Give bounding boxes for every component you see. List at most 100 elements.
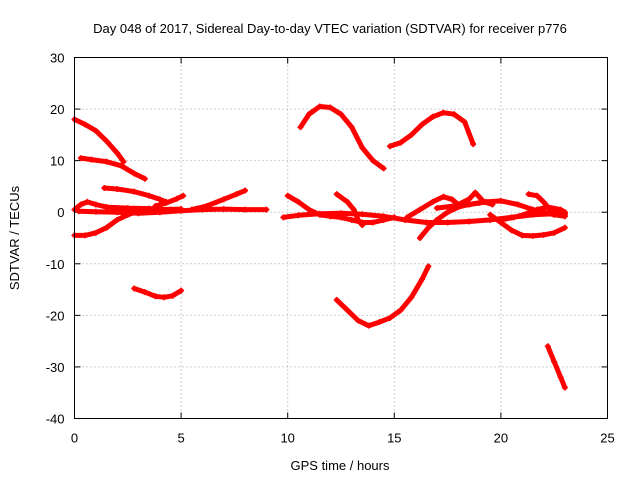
series-line: [298, 104, 387, 171]
data-point: [365, 322, 372, 329]
series-arc-14: [333, 191, 366, 229]
series-layer: [71, 103, 568, 391]
data-point: [242, 206, 249, 213]
data-point: [233, 191, 240, 198]
series-line: [78, 155, 148, 182]
data-point: [163, 199, 170, 206]
series-arc-7: [152, 192, 187, 210]
data-point: [534, 206, 541, 213]
data-point: [440, 109, 447, 116]
series-arc-2: [77, 155, 148, 182]
data-point: [124, 205, 131, 212]
y-tick-label: -10: [46, 257, 65, 272]
data-point: [497, 216, 504, 223]
data-point: [397, 307, 404, 314]
data-point: [114, 186, 121, 193]
data-point: [333, 296, 340, 303]
data-point: [433, 216, 440, 223]
series-arc-18: [433, 197, 568, 220]
data-point: [297, 124, 304, 131]
y-tick-label: 20: [50, 102, 64, 117]
data-point: [380, 213, 387, 220]
data-point: [387, 314, 394, 321]
data-point: [359, 222, 366, 229]
series-line: [404, 190, 495, 220]
data-point: [131, 170, 138, 177]
data-point: [169, 292, 176, 299]
data-point: [369, 219, 376, 226]
data-point: [472, 189, 479, 196]
data-point: [131, 188, 138, 195]
data-point: [114, 149, 121, 156]
data-point: [544, 343, 551, 350]
data-point: [161, 294, 168, 301]
data-point: [141, 289, 148, 296]
data-point: [295, 198, 302, 205]
data-point: [295, 212, 302, 219]
data-point: [416, 235, 423, 241]
axis-ticks: 0 5 10 15 20 25 -40 -30 -20 -10 0 10 20 30: [46, 51, 615, 446]
x-tick-label: 20: [494, 431, 508, 446]
data-point: [280, 214, 287, 221]
data-point: [497, 197, 504, 204]
data-point: [487, 216, 494, 223]
data-point: [306, 206, 313, 213]
y-tick-label: -40: [46, 412, 65, 427]
data-point: [263, 206, 270, 213]
data-point: [350, 206, 357, 213]
data-point: [369, 157, 376, 164]
data-point: [103, 158, 110, 165]
data-point: [348, 216, 355, 223]
data-point: [429, 113, 436, 120]
series-arc-17: [404, 189, 496, 221]
data-point: [461, 118, 468, 125]
data-point: [82, 232, 89, 239]
series-line: [153, 193, 186, 209]
series-arc-8: [188, 187, 249, 213]
x-tick-label: 10: [280, 431, 294, 446]
data-point: [561, 224, 568, 231]
data-point: [508, 227, 515, 234]
data-point: [203, 203, 210, 210]
data-point: [103, 224, 110, 231]
data-point: [450, 203, 457, 210]
data-point: [75, 208, 82, 215]
data-point: [425, 263, 432, 270]
series-arc-1: [71, 116, 127, 165]
data-point: [88, 156, 95, 163]
data-point: [359, 144, 366, 151]
data-point: [470, 141, 477, 148]
data-point: [156, 196, 163, 203]
data-point: [338, 111, 344, 118]
series-arc-21: [525, 191, 568, 218]
data-point: [419, 121, 426, 128]
x-tick-label: 5: [177, 431, 184, 446]
data-point: [487, 211, 494, 218]
data-point: [419, 276, 426, 283]
series-line: [545, 343, 568, 391]
data-point: [77, 201, 84, 208]
plot-frame: [74, 57, 608, 419]
y-tick-label: -20: [46, 308, 65, 323]
data-point: [465, 201, 472, 208]
data-point: [546, 206, 553, 213]
series-line: [434, 198, 568, 219]
data-point: [429, 198, 436, 205]
data-point: [188, 206, 195, 213]
data-point: [551, 229, 558, 236]
data-point: [114, 216, 121, 223]
data-point: [242, 187, 249, 194]
series-line: [76, 206, 269, 216]
data-point: [376, 319, 383, 326]
data-point: [103, 138, 110, 145]
data-point: [380, 165, 387, 172]
y-axis-label: SDTVAR / TECUs: [7, 185, 22, 290]
data-point: [220, 206, 227, 213]
data-point: [146, 192, 153, 199]
data-point: [338, 210, 344, 217]
series-line: [72, 116, 126, 165]
data-point: [141, 175, 148, 182]
data-point: [118, 162, 125, 169]
data-point: [557, 374, 564, 381]
